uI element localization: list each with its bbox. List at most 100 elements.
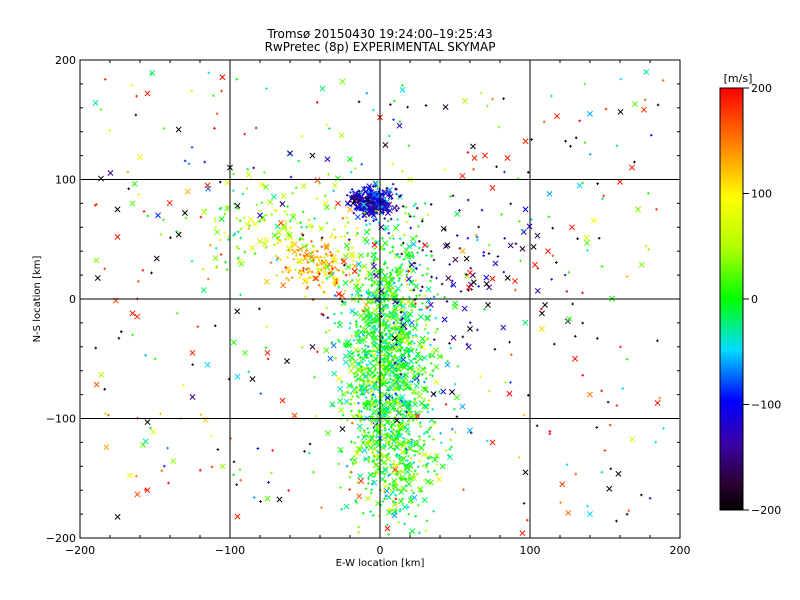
data-point-plus <box>328 127 331 130</box>
data-point-plus <box>475 235 479 239</box>
data-point-plus <box>232 460 236 464</box>
data-point-plus <box>201 267 205 271</box>
data-point-plus <box>388 236 392 240</box>
data-point-plus <box>330 265 334 268</box>
data-point-plus <box>427 403 430 407</box>
x-tick-label: 100 <box>520 544 541 557</box>
data-point-x <box>245 171 252 178</box>
data-point-plus <box>342 271 345 274</box>
data-point-plus <box>382 443 385 447</box>
data-point-x <box>279 397 286 404</box>
data-point-x <box>354 214 361 220</box>
data-point-plus <box>399 335 403 338</box>
data-point-plus <box>343 234 346 238</box>
data-point-plus <box>401 375 405 379</box>
data-point-x <box>411 388 417 395</box>
data-point-x <box>383 345 390 351</box>
data-point-x <box>134 491 141 498</box>
data-point-plus <box>404 211 407 215</box>
data-point-plus <box>421 248 424 252</box>
data-point-x <box>483 280 490 287</box>
data-point-plus <box>574 472 578 476</box>
data-point-plus <box>367 324 370 328</box>
data-point-plus <box>184 216 188 220</box>
data-point-plus <box>399 399 403 403</box>
data-point-plus <box>363 344 367 347</box>
data-point-plus <box>103 267 106 271</box>
data-point-plus <box>397 348 401 351</box>
data-point-plus <box>422 443 426 446</box>
data-point-plus <box>370 404 374 408</box>
data-point-plus <box>382 313 386 317</box>
data-point-x <box>242 349 248 356</box>
data-point-plus <box>422 478 426 482</box>
data-point-x <box>351 263 358 270</box>
data-point-plus <box>363 402 367 406</box>
data-point-plus <box>367 477 370 481</box>
data-point-plus <box>355 394 359 398</box>
data-point-plus <box>414 440 418 444</box>
data-point-x <box>522 138 529 145</box>
data-point-plus <box>366 211 370 214</box>
y-tick-label: 0 <box>69 293 76 306</box>
data-point-plus <box>581 374 585 377</box>
data-point-plus <box>483 308 486 311</box>
data-point-x <box>378 331 385 338</box>
data-point-x <box>489 439 496 446</box>
data-point-plus <box>377 303 380 307</box>
data-point-plus <box>425 464 428 467</box>
data-point-plus <box>391 407 395 410</box>
data-point-plus <box>398 509 402 513</box>
data-point-plus <box>373 269 376 273</box>
data-point-x <box>290 213 297 220</box>
data-point-plus <box>330 233 334 237</box>
data-point-plus <box>366 349 370 353</box>
data-point-plus <box>225 204 229 208</box>
data-point-plus <box>356 329 360 332</box>
data-point-x <box>500 324 507 331</box>
data-point-x <box>129 310 136 317</box>
data-point-x <box>202 416 209 423</box>
data-point-plus <box>372 219 375 223</box>
data-point-plus <box>357 300 360 304</box>
data-point-plus <box>289 175 293 179</box>
data-point-plus <box>401 366 404 370</box>
data-point-plus <box>399 194 403 197</box>
data-point-plus <box>383 490 386 493</box>
data-point-x <box>355 361 361 368</box>
data-point-plus <box>232 473 235 477</box>
data-point-plus <box>215 266 218 269</box>
data-point-plus <box>368 222 372 226</box>
data-point-plus <box>359 365 363 368</box>
data-point-plus <box>399 310 403 314</box>
data-point-plus <box>398 255 402 259</box>
data-point-x <box>271 232 278 239</box>
data-point-plus <box>370 386 373 390</box>
data-point-x <box>404 426 411 433</box>
data-point-plus <box>422 341 426 344</box>
data-point-plus <box>421 302 424 305</box>
data-point-plus <box>371 460 374 463</box>
data-point-plus <box>315 101 319 104</box>
data-point-plus <box>408 289 412 292</box>
data-point-x <box>519 245 526 252</box>
data-point-plus <box>353 391 356 395</box>
data-point-plus <box>349 392 353 395</box>
data-point-x <box>530 243 537 250</box>
data-point-plus <box>432 258 436 262</box>
data-point-x <box>391 335 398 342</box>
data-point-x <box>365 495 371 502</box>
data-point-plus <box>412 288 416 292</box>
data-point-x <box>284 358 290 365</box>
data-point-x <box>485 302 491 308</box>
data-point-x <box>354 289 361 296</box>
data-point-x <box>340 391 347 398</box>
data-point-plus <box>285 276 288 280</box>
data-point-plus <box>198 468 202 472</box>
data-point-plus <box>394 348 397 352</box>
data-point-plus <box>348 273 351 276</box>
data-point-x <box>374 469 381 476</box>
data-point-plus <box>373 292 377 295</box>
data-point-x <box>397 384 404 391</box>
data-point-plus <box>206 277 210 281</box>
